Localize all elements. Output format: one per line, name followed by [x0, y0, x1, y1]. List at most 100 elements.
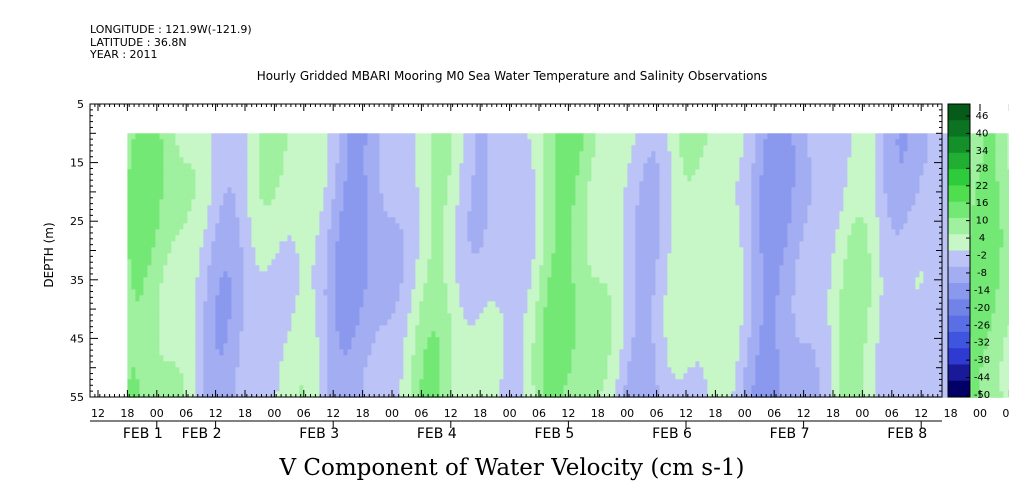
heatmap-cell: [527, 205, 532, 212]
heatmap-cell: [475, 199, 480, 206]
heatmap-cell: [287, 307, 292, 314]
heatmap-cell: [371, 385, 376, 392]
heatmap-cell: [251, 391, 256, 398]
heatmap-cell: [527, 145, 532, 152]
heatmap-cell: [291, 265, 296, 272]
heatmap-cell: [435, 277, 440, 284]
heatmap-cell: [427, 229, 432, 236]
heatmap-cell: [459, 289, 464, 296]
heatmap-cell: [415, 271, 420, 278]
heatmap-cell: [307, 259, 312, 266]
heatmap-cell: [523, 271, 528, 278]
heatmap-cell: [511, 175, 516, 182]
heatmap-cell: [183, 157, 188, 164]
heatmap-cell: [387, 301, 392, 308]
heatmap-cell: [303, 139, 308, 146]
heatmap-cell: [455, 187, 460, 194]
heatmap-cell: [351, 367, 356, 374]
heatmap-cell: [283, 343, 288, 350]
heatmap-cell: [367, 331, 372, 338]
heatmap-cell: [483, 307, 488, 314]
heatmap-cell: [351, 361, 356, 368]
heatmap-cell: [191, 247, 196, 254]
heatmap-cell: [495, 139, 500, 146]
heatmap-cell: [567, 277, 572, 284]
heatmap-cell: [155, 217, 160, 224]
heatmap-cell: [535, 217, 540, 224]
heatmap-cell: [299, 349, 304, 356]
heatmap-cell: [239, 301, 244, 308]
heatmap-cell: [391, 295, 396, 302]
heatmap-cell: [451, 355, 456, 362]
heatmap-cell: [267, 193, 272, 200]
heatmap-cell: [407, 163, 412, 170]
heatmap-cell: [355, 235, 360, 242]
heatmap-cell: [439, 355, 444, 362]
heatmap-cell: [371, 151, 376, 158]
heatmap-cell: [235, 307, 240, 314]
heatmap-cell: [159, 145, 164, 152]
heatmap-cell: [339, 145, 344, 152]
heatmap-cell: [439, 385, 444, 392]
heatmap-cell: [231, 361, 236, 368]
heatmap-cell: [175, 289, 180, 296]
heatmap-cell: [287, 157, 292, 164]
heatmap-cell: [299, 157, 304, 164]
heatmap-cell: [323, 211, 328, 218]
heatmap-cell: [471, 295, 476, 302]
heatmap-cell: [387, 343, 392, 350]
heatmap-cell: [475, 151, 480, 158]
heatmap-cell: [199, 337, 204, 344]
heatmap-cell: [359, 313, 364, 320]
heatmap-cell: [467, 343, 472, 350]
heatmap-cell: [247, 349, 252, 356]
heatmap-cell: [323, 139, 328, 146]
heatmap-cell: [399, 349, 404, 356]
heatmap-cell: [339, 385, 344, 392]
heatmap-cell: [311, 331, 316, 338]
heatmap-cell: [283, 187, 288, 194]
heatmap-cell: [411, 157, 416, 164]
heatmap-cell: [151, 247, 156, 254]
heatmap-cell: [131, 283, 136, 290]
heatmap-cell: [435, 325, 440, 332]
heatmap-cell: [299, 223, 304, 230]
heatmap-cell: [231, 145, 236, 152]
heatmap-cell: [311, 271, 316, 278]
heatmap-cell: [243, 211, 248, 218]
heatmap-cell: [491, 241, 496, 248]
heatmap-cell: [243, 187, 248, 194]
heatmap-cell: [559, 157, 564, 164]
heatmap-cell: [367, 241, 372, 248]
heatmap-cell: [579, 145, 584, 152]
heatmap-cell: [327, 241, 332, 248]
heatmap-cell: [195, 283, 200, 290]
heatmap-cell: [403, 301, 408, 308]
heatmap-cell: [439, 301, 444, 308]
heatmap-cell: [299, 379, 304, 386]
heatmap-cell: [235, 223, 240, 230]
heatmap-cell: [539, 283, 544, 290]
heatmap-cell: [255, 181, 260, 188]
heatmap-cell: [291, 295, 296, 302]
heatmap-cell: [523, 229, 528, 236]
heatmap-cell: [219, 307, 224, 314]
heatmap-cell: [299, 199, 304, 206]
heatmap-cell: [535, 355, 540, 362]
heatmap-cell: [219, 385, 224, 392]
heatmap-cell: [575, 319, 580, 326]
heatmap-cell: [183, 223, 188, 230]
heatmap-cell: [503, 139, 508, 146]
heatmap-cell: [443, 325, 448, 332]
heatmap-cell: [375, 379, 380, 386]
heatmap-cell: [459, 181, 464, 188]
heatmap-cell: [319, 277, 324, 284]
heatmap-cell: [371, 289, 376, 296]
heatmap-cell: [523, 343, 528, 350]
heatmap-cell: [307, 169, 312, 176]
heatmap-cell: [511, 319, 516, 326]
heatmap-cell: [543, 253, 548, 260]
heatmap-cell: [435, 367, 440, 374]
heatmap-cell: [519, 247, 524, 254]
heatmap-cell: [255, 385, 260, 392]
